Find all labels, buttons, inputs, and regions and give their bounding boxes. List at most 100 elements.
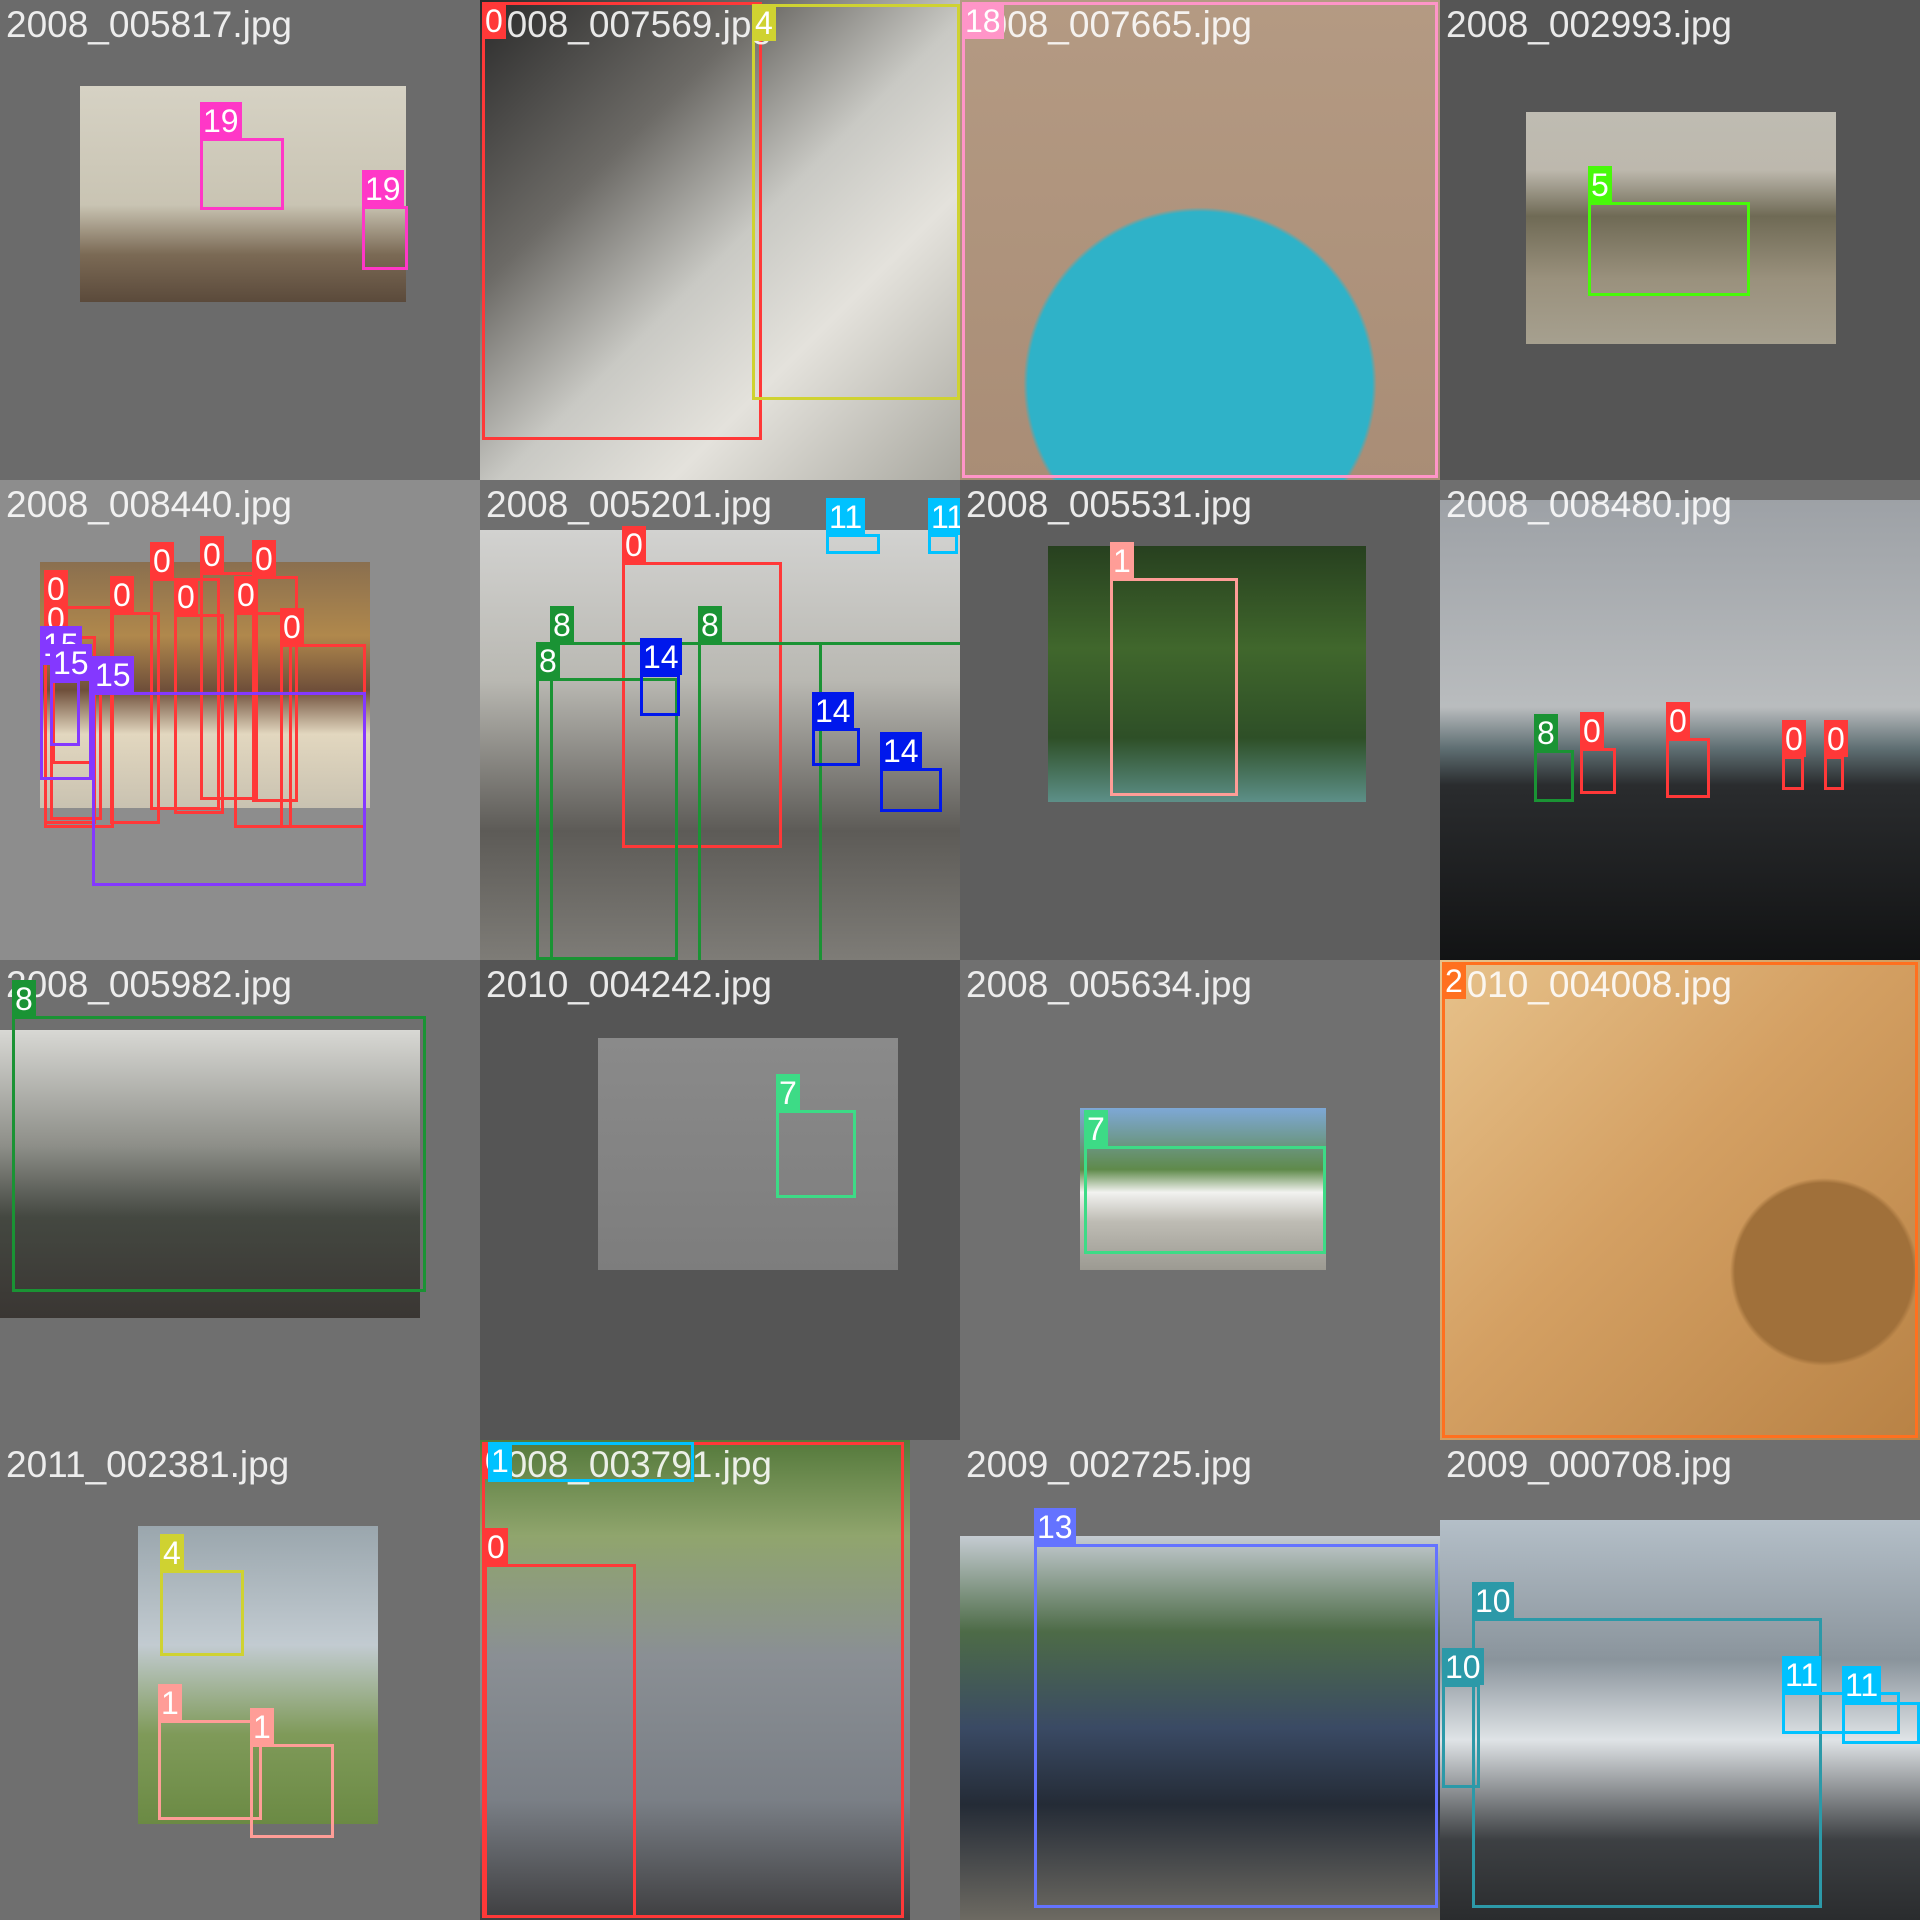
photo bbox=[1048, 546, 1366, 802]
bounding-box bbox=[234, 612, 292, 828]
class-label: 11 bbox=[928, 498, 960, 535]
class-label: 0 bbox=[484, 1528, 508, 1565]
image-tile: 2008_008440.jpg00000000000151515 bbox=[0, 480, 480, 960]
bounding-box bbox=[1580, 748, 1616, 794]
image-tile: 2008_007569.jpg 0 4 bbox=[480, 0, 960, 480]
class-label: 1 bbox=[250, 1708, 274, 1745]
bounding-box bbox=[158, 1720, 262, 1820]
class-label: 0 bbox=[622, 526, 646, 563]
bounding-box bbox=[1534, 750, 1574, 802]
photo bbox=[480, 1440, 910, 1920]
bounding-box bbox=[482, 2, 762, 440]
bounding-box bbox=[1666, 738, 1710, 798]
class-label: 14 bbox=[880, 732, 922, 769]
class-label: 0 bbox=[482, 2, 506, 39]
class-label: 14 bbox=[640, 638, 682, 675]
class-label: 10 bbox=[1472, 1582, 1514, 1619]
class-label: 0 bbox=[150, 542, 174, 579]
class-label: 7 bbox=[1084, 1110, 1108, 1147]
class-label: 0 bbox=[1666, 702, 1690, 739]
image-tile: 2008_008480.jpg 8 0 0 0 0 bbox=[1440, 480, 1920, 960]
bounding-box bbox=[698, 642, 960, 960]
image-tile: 2010_004008.jpg 2 bbox=[1440, 960, 1920, 1440]
bounding-box bbox=[250, 1744, 334, 1838]
class-label: 15 bbox=[92, 656, 134, 693]
filename-label: 2008_008440.jpg bbox=[6, 484, 293, 525]
photo bbox=[1526, 112, 1836, 344]
bounding-box bbox=[1782, 1692, 1900, 1734]
bounding-box bbox=[1442, 1684, 1480, 1788]
class-label: 8 bbox=[550, 606, 574, 643]
filename-label: 2010_004242.jpg bbox=[486, 964, 773, 1005]
photo bbox=[480, 0, 960, 480]
bounding-box bbox=[1084, 1146, 1326, 1254]
class-label: 14 bbox=[812, 692, 854, 729]
photo bbox=[138, 1526, 378, 1824]
bounding-box bbox=[1110, 578, 1238, 796]
filename-label: 2009_002725.jpg bbox=[966, 1444, 1253, 1485]
bounding-box bbox=[1842, 1702, 1920, 1744]
image-tile: 2008_002993.jpg 5 bbox=[1440, 0, 1920, 480]
class-label: 1 bbox=[1110, 542, 1134, 579]
filename-label: 2009_000708.jpg bbox=[1446, 1444, 1733, 1485]
bounding-box bbox=[880, 768, 942, 812]
class-label: 0 bbox=[280, 608, 304, 645]
image-tile: 2008_005531.jpg 1 bbox=[960, 480, 1440, 960]
class-label: 8 bbox=[698, 606, 722, 643]
class-label: 0 bbox=[1782, 720, 1806, 757]
bounding-box bbox=[928, 534, 958, 554]
bounding-box bbox=[1442, 962, 1918, 1438]
class-label: 0 bbox=[1824, 720, 1848, 757]
bounding-box bbox=[550, 642, 822, 960]
class-label: 7 bbox=[776, 1074, 800, 1111]
bounding-box bbox=[1034, 1544, 1438, 1908]
class-label: 11 bbox=[1782, 1656, 1822, 1693]
bounding-box bbox=[962, 2, 1438, 478]
class-label: 1 bbox=[488, 1442, 512, 1479]
bounding-box bbox=[174, 614, 224, 814]
class-label: 0 bbox=[110, 576, 134, 613]
photo bbox=[598, 1038, 898, 1270]
bounding-box bbox=[1782, 756, 1804, 790]
filename-label: 2011_002381.jpg bbox=[6, 1444, 290, 1485]
image-tile: 2008_005982.jpg 8 bbox=[0, 960, 480, 1440]
image-tile: 2011_002381.jpg 4 1 1 bbox=[0, 1440, 480, 1920]
bounding-box bbox=[812, 728, 860, 766]
image-tile: 2008_005634.jpg 7 bbox=[960, 960, 1440, 1440]
class-label: 4 bbox=[160, 1534, 184, 1571]
bounding-box bbox=[200, 572, 258, 800]
filename-label: 2008_005531.jpg bbox=[966, 484, 1253, 525]
photo bbox=[80, 86, 406, 302]
class-label: 18 bbox=[962, 2, 1004, 39]
class-label: 11 bbox=[826, 498, 866, 535]
class-label: 1 bbox=[158, 1684, 182, 1721]
filename-label: 2008_005817.jpg bbox=[6, 4, 293, 45]
class-label: 0 bbox=[1580, 712, 1604, 749]
class-label: 8 bbox=[536, 642, 560, 679]
filename-label: 2008_007569.jpg bbox=[486, 4, 773, 45]
filename-label: 2008_005982.jpg bbox=[6, 964, 293, 1005]
photo bbox=[960, 0, 1440, 480]
filename-label: 2008_005201.jpg bbox=[486, 484, 773, 525]
bounding-box bbox=[484, 1564, 636, 1918]
photo bbox=[1080, 1108, 1326, 1270]
class-label: 11 bbox=[1842, 1666, 1882, 1703]
class-label: 0 bbox=[252, 540, 276, 577]
bounding-box bbox=[1588, 202, 1750, 296]
class-label: 8 bbox=[12, 980, 36, 1017]
image-tile: 2008_005817.jpg 19 19 bbox=[0, 0, 480, 480]
bounding-box bbox=[200, 138, 284, 210]
class-label: 13 bbox=[1034, 1508, 1076, 1545]
filename-label: 2008_007665.jpg bbox=[966, 4, 1253, 45]
class-label: 0 bbox=[234, 576, 258, 613]
image-tile: 2008_003791.jpg010 bbox=[480, 1440, 960, 1920]
bounding-box bbox=[826, 534, 880, 554]
bounding-box bbox=[50, 680, 80, 746]
class-label: 19 bbox=[200, 102, 242, 139]
photo bbox=[1440, 1520, 1920, 1920]
filename-label: 2008_008480.jpg bbox=[1446, 484, 1733, 525]
image-tile: 2010_004242.jpg 7 bbox=[480, 960, 960, 1440]
class-label: 4 bbox=[752, 4, 776, 41]
bounding-box bbox=[92, 692, 366, 886]
